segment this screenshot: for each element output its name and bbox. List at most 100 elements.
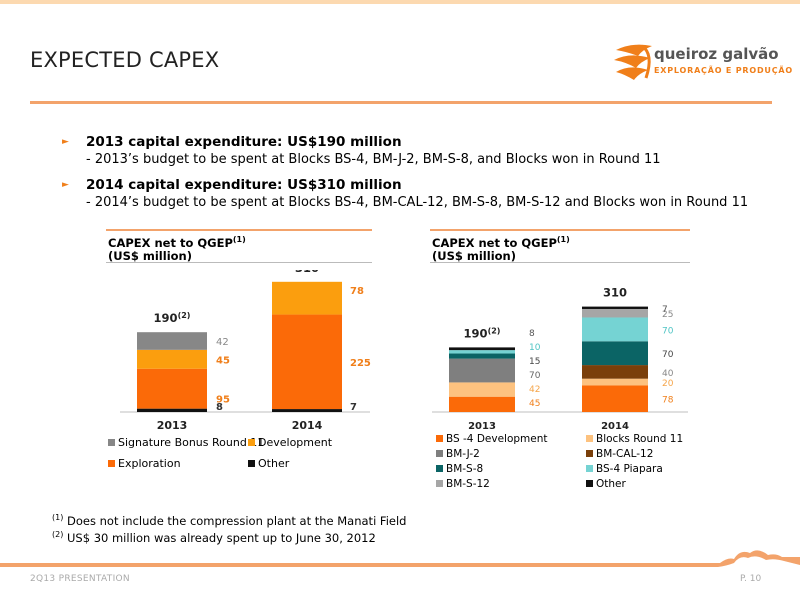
footer-page-number: P. 10 [740, 574, 762, 584]
top-accent-line [0, 0, 800, 4]
chart-1-header-rule [106, 229, 372, 231]
legend-label-bs-4-development: BS -4 Development [446, 433, 548, 445]
category-label-2014: 2014 [292, 419, 323, 432]
data-label-bm-j-2-2013: 70 [529, 371, 541, 381]
bar-segment-bm-s-8-2014 [582, 341, 648, 366]
bar-segment-blocks-round-11-2013 [449, 382, 515, 397]
bar-segment-other-2014 [272, 409, 342, 412]
legend-swatch-other [586, 479, 593, 487]
total-label-2014: 310 [295, 270, 319, 275]
legend-item-bs-4-piapara: BS-4 Piapara [586, 463, 663, 475]
legend-item-bs-4-development: BS -4 Development [436, 433, 548, 445]
legend-swatch-bs-4-development [436, 434, 443, 442]
chart-1: 895 45 42 190(2) 2013 7 225 78 310 2014 [120, 270, 371, 432]
legend-item-other: Other [586, 478, 626, 490]
legend-item-development: Development [248, 436, 332, 449]
legend-label-blocks-round-11: Blocks Round 11 [596, 433, 684, 445]
legend-swatch-blocks-round-11 [586, 434, 593, 442]
legend-item-bm-j-2: BM-J-2 [436, 448, 480, 460]
legend-item-bm-s-12: BM-S-12 [436, 478, 490, 490]
bar-segment-bm-j-2-2013 [449, 358, 515, 383]
data-label-exploration-2014: 225 [350, 358, 371, 369]
data-label-blocks-round-11-2013: 42 [529, 385, 540, 395]
logo-name: queiroz galvão [654, 45, 779, 63]
data-label-bs-4-development-2013: 45 [529, 399, 540, 409]
bar-segment-bs-4-piapara-2013 [449, 350, 515, 354]
page-title: EXPECTED CAPEX [30, 48, 220, 72]
legend-swatch-bs-4-piapara [586, 464, 593, 472]
bar-segment-development-2014 [272, 281, 342, 315]
bullet-2-detail: - 2014’s budget to be spent at Blocks BS… [86, 195, 749, 210]
category-label-2013: 2013 [468, 421, 496, 432]
data-label-other-2013: 8 [529, 329, 535, 339]
bullet-marker-icon: ► [62, 137, 69, 147]
chart-1-legend: Signature Bonus Round 11 Development Explo… [90, 436, 390, 476]
logo-subtitle: EXPLORAÇÃO E PRODUÇÃO [654, 66, 793, 75]
legend-swatch-exploration [108, 459, 115, 467]
data-label-other-2013: 8 [216, 402, 223, 413]
chart-2-header-underline [430, 262, 690, 263]
data-label-development-2013: 45 [216, 355, 230, 366]
data-label-bm-s-8-2014: 70 [662, 350, 674, 360]
chart-1-header-underline [106, 262, 372, 263]
footnotes: (1) Does not include the compression pla… [52, 511, 406, 545]
data-label-bm-s-8-2013: 15 [529, 357, 540, 367]
chart-2-header-rule [430, 229, 690, 231]
legend-label-other: Other [258, 457, 290, 470]
footer-mountain-line [0, 550, 800, 567]
legend-swatch-bm-j-2 [436, 449, 443, 457]
data-label-other-2014: 7 [662, 305, 668, 315]
bar-segment-blocks-round-11-2014 [582, 378, 648, 386]
data-label-bs-4-piapara-2013: 10 [529, 343, 541, 353]
legend-label-exploration: Exploration [118, 457, 181, 470]
legend-label-signature-bonus-round-11: Signature Bonus Round 11 [118, 436, 265, 449]
legend-item-blocks-round-11: Blocks Round 11 [586, 433, 683, 445]
bar-segment-other-2013 [137, 408, 207, 412]
data-label-blocks-round-11-2014: 20 [662, 379, 674, 389]
legend-label-bm-s-8: BM-S-8 [446, 463, 484, 475]
bullet-1-title: 2013 capital expenditure: US$190 million [86, 134, 402, 150]
bar-segment-other-2013 [449, 347, 515, 351]
footer-presentation-label: 2Q13 PRESENTATION [30, 574, 130, 584]
total-label-2013: 190(2) [464, 326, 501, 340]
bullet-marker-icon: ► [62, 180, 69, 190]
legend-swatch-bm-s-12 [436, 479, 443, 487]
bar-segment-bs-4-development-2013 [449, 396, 515, 412]
chart-1-heading: CAPEX net to QGEP(1) (US$ million) [108, 235, 246, 263]
data-label-bm-cal-12-2014: 40 [662, 369, 674, 379]
legend-swatch-other [248, 459, 255, 467]
category-label-2014: 2014 [601, 421, 629, 432]
bullet-1-detail: - 2013’s budget to be spent at Blocks BS… [86, 152, 661, 167]
legend-item-bm-s-8: BM-S-8 [436, 463, 483, 475]
chart-2-legend: BS -4 Development Blocks Round 11 BM-J-2 BM… [428, 433, 718, 493]
legend-label-bs-4-piapara: BS-4 Piapara [596, 463, 663, 475]
category-label-2013: 2013 [157, 419, 188, 432]
bar-segment-bs-4-development-2014 [582, 385, 648, 412]
total-label-2014: 310 [603, 286, 627, 300]
chart-2-heading: CAPEX net to QGEP(1) (US$ million) [432, 235, 570, 263]
legend-label-development: Development [258, 436, 333, 449]
bar-segment-signature-bonus-round-11-2013 [137, 332, 207, 350]
legend-item-bm-cal-12: BM-CAL-12 [586, 448, 653, 460]
company-logo [614, 44, 652, 80]
bullet-2-title: 2014 capital expenditure: US$310 million [86, 177, 402, 193]
bar-segment-bm-cal-12-2014 [582, 365, 648, 379]
legend-swatch-development [248, 438, 255, 446]
bar-segment-bs-4-piapara-2014 [582, 317, 648, 342]
data-label-bs-4-development-2014: 78 [662, 396, 674, 406]
data-label-exploration-2013: 95 [216, 395, 230, 406]
legend-item-other: Other [248, 457, 289, 470]
legend-swatch-signature-bonus-round-11 [108, 438, 115, 446]
legend-label-other: Other [596, 478, 626, 490]
bar-segment-bm-s-12-2014 [582, 308, 648, 318]
legend-label-bm-cal-12: BM-CAL-12 [596, 448, 654, 460]
footnote-1: (1) Does not include the compression pla… [52, 513, 407, 528]
data-label-signature-bonus-round-11-2013: 42 [216, 337, 229, 348]
data-label-bs-4-piapara-2014: 70 [662, 326, 674, 336]
bar-segment-other-2014 [582, 306, 648, 309]
footnote-2: (2) US$ 30 million was already spent up … [52, 529, 376, 545]
data-label-development-2014: 78 [350, 286, 364, 297]
bar-segment-development-2013 [137, 349, 207, 369]
data-label-bm-s-12-2014: 25 [662, 310, 673, 320]
